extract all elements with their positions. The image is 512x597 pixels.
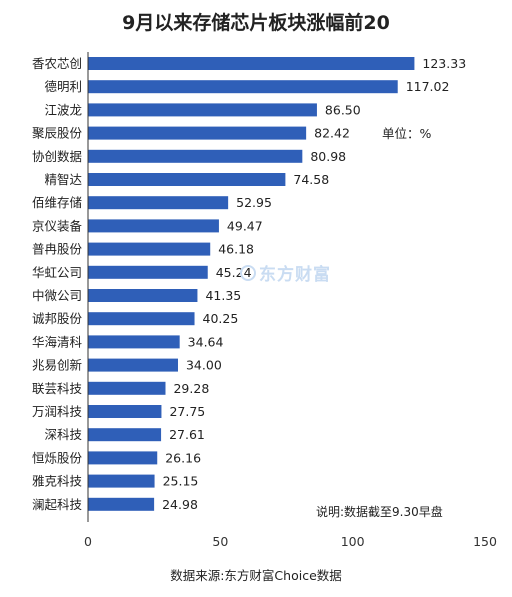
date-note: 说明:数据截至9.30早盘 (316, 505, 443, 519)
category-label: 江波龙 (44, 102, 82, 117)
watermark: 东方财富 (240, 260, 331, 285)
value-label: 74.58 (293, 172, 329, 187)
x-ticks-layer: 0 50 100 150 (84, 534, 497, 549)
category-label: 香农芯创 (32, 56, 82, 71)
value-label: 49.47 (227, 218, 263, 233)
value-label: 24.98 (162, 497, 198, 512)
category-label: 德明利 (44, 79, 82, 94)
value-label: 82.42 (314, 126, 350, 141)
bar (88, 219, 219, 233)
value-label: 34.64 (188, 334, 224, 349)
category-label: 诚邦股份 (32, 311, 83, 326)
value-label: 27.75 (169, 404, 205, 419)
category-label: 华虹公司 (32, 265, 82, 280)
category-label: 雅克科技 (32, 474, 83, 489)
bar (88, 451, 158, 465)
category-label: 普冉股份 (32, 242, 83, 257)
x-tick-label: 100 (341, 534, 365, 549)
bar (88, 196, 229, 210)
bar (88, 242, 211, 256)
value-label: 25.15 (163, 474, 199, 489)
chart-title: 9月以来存储芯片板块涨幅前20 (122, 12, 390, 34)
category-label: 聚辰股份 (32, 126, 83, 141)
bar (88, 126, 307, 140)
value-label: 86.50 (325, 102, 361, 117)
value-label: 123.33 (422, 56, 466, 71)
x-tick-label: 0 (84, 534, 92, 549)
category-label: 协创数据 (32, 149, 82, 164)
bars-layer: 香农芯创 123.33 德明利 117.02 江波龙 86.50 聚辰股份 82.42 协创数据… (32, 56, 466, 512)
value-label: 117.02 (406, 79, 450, 94)
value-label: 52.95 (236, 195, 272, 210)
value-label: 26.16 (165, 450, 201, 465)
bar (88, 80, 398, 94)
category-label: 深科技 (44, 427, 82, 442)
bar (88, 103, 317, 117)
watermark-logo-icon (240, 265, 256, 281)
bar (88, 265, 208, 279)
category-label: 恒烁股份 (32, 450, 83, 465)
value-label: 40.25 (203, 311, 239, 326)
category-label: 中微公司 (32, 288, 82, 303)
value-label: 80.98 (310, 149, 346, 164)
value-label: 27.61 (169, 427, 205, 442)
value-label: 46.18 (218, 242, 254, 257)
bar (88, 381, 166, 395)
category-label: 万润科技 (32, 404, 83, 419)
unit-note: 单位：% (382, 126, 432, 141)
bar (88, 335, 180, 349)
value-label: 29.28 (173, 381, 209, 396)
bar (88, 149, 303, 163)
bar (88, 57, 415, 70)
source-note: 数据来源:东方财富Choice数据 (170, 568, 342, 583)
bar (88, 358, 178, 372)
bar (88, 289, 198, 302)
bar (88, 428, 162, 442)
bar (88, 405, 162, 418)
x-tick-label: 50 (212, 534, 228, 549)
x-tick-label: 150 (473, 534, 497, 549)
bar (88, 173, 286, 186)
category-label: 联芸科技 (32, 381, 83, 396)
bar (88, 312, 195, 326)
category-label: 澜起科技 (32, 497, 83, 512)
value-label: 41.35 (205, 288, 241, 303)
category-label: 华海清科 (32, 334, 83, 349)
watermark-text: 东方财富 (259, 265, 331, 285)
category-label: 京仪装备 (32, 218, 83, 233)
category-label: 精智达 (44, 172, 82, 187)
category-label: 佰维存储 (32, 195, 82, 210)
category-label: 兆易创新 (32, 358, 82, 373)
bar (88, 474, 155, 488)
bar (88, 497, 155, 511)
value-label: 34.00 (186, 358, 222, 373)
